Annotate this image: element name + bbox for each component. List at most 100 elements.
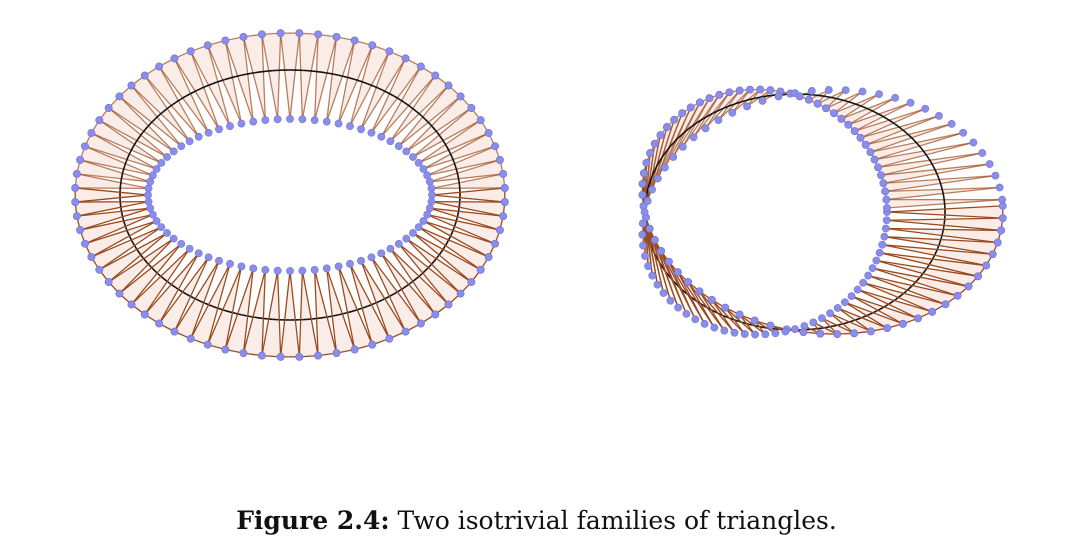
center-curve-segment — [654, 166, 658, 171]
center-curve-segment — [897, 125, 902, 130]
triangle-vertex — [807, 87, 816, 95]
triangle-face — [91, 227, 162, 270]
triangle-edge — [884, 236, 998, 244]
triangle-edge — [337, 40, 356, 124]
triangle-edge — [190, 51, 231, 127]
triangle-vertex — [882, 216, 891, 225]
triangle-vertex — [826, 309, 834, 318]
center-curve-segment — [241, 73, 247, 76]
triangle-vertex — [146, 204, 155, 213]
triangle-edge — [398, 243, 450, 305]
triangle-vertex — [377, 132, 386, 141]
center-curve-segment — [752, 97, 757, 100]
center-curve-segment — [723, 106, 728, 110]
triangle-edge — [423, 220, 489, 258]
triangle-vertex — [416, 62, 425, 71]
center-curve-segment — [908, 134, 913, 139]
triangle-face — [75, 187, 148, 203]
triangle-edge — [844, 301, 888, 329]
triangle-edge — [398, 85, 450, 147]
center-curve-segment — [931, 163, 935, 168]
triangle-vertex — [444, 300, 453, 309]
triangle-face — [371, 257, 421, 332]
center-curve-segment — [204, 84, 210, 88]
triangle-edge — [431, 194, 505, 203]
center-curve-segment — [186, 293, 191, 297]
center-curve-segment — [942, 193, 945, 197]
center-curve-segment — [129, 236, 133, 241]
center-curve-segment — [378, 87, 383, 91]
triangle-vertex — [841, 86, 850, 95]
triangle-vertex — [258, 30, 266, 39]
triangle-edge — [837, 307, 888, 329]
triangle-edge — [698, 290, 735, 334]
center-curve-segment — [163, 278, 168, 282]
center-curve-segment — [134, 245, 138, 250]
center-curve-segment — [668, 144, 672, 149]
triangle-vertex — [456, 92, 465, 101]
triangle-vertex — [761, 330, 770, 339]
triangle-vertex — [710, 323, 719, 332]
triangle-edge — [289, 270, 301, 357]
triangle-vertex — [258, 351, 266, 360]
triangle-vertex — [500, 184, 509, 192]
center-curve-segment — [691, 296, 696, 301]
triangle-vertex — [856, 133, 865, 142]
triangle-edge — [79, 207, 151, 231]
center-curve-segment — [706, 114, 711, 118]
triangle-vertex — [641, 252, 649, 260]
center-curve-segment — [879, 114, 884, 118]
triangle-vertex — [833, 330, 842, 339]
center-curve-segment — [366, 304, 372, 308]
triangle-vertex — [491, 142, 499, 151]
triangle-vertex — [127, 300, 136, 309]
center-curve-segment — [837, 98, 842, 101]
triangle-edge — [91, 132, 157, 170]
triangle-vertex — [882, 195, 891, 204]
triangle-vertex — [467, 104, 476, 112]
center-curve-segment — [457, 178, 460, 183]
triangle-edge — [370, 256, 407, 332]
triangle-edge — [423, 220, 496, 245]
triangle-vertex — [684, 278, 692, 286]
triangle-edge — [173, 256, 210, 332]
center-curve-segment — [646, 190, 649, 194]
triangle-face — [412, 233, 481, 283]
triangle-vertex — [720, 326, 729, 335]
center-curve-segment — [683, 130, 687, 134]
triangle-edge — [349, 51, 390, 127]
triangle-vertex — [988, 250, 997, 259]
triangle-vertex — [215, 125, 223, 134]
center-curve-segment — [924, 152, 928, 157]
triangle-vertex — [144, 184, 153, 193]
triangle-vertex — [104, 104, 113, 112]
triangle-vertex — [881, 187, 890, 196]
center-curve-segment — [935, 172, 939, 176]
center-curve-segment — [212, 305, 218, 309]
center-curve-segment — [121, 172, 124, 176]
triangle-face — [84, 220, 157, 257]
triangle-edge — [398, 95, 461, 147]
center-curve-segment — [680, 132, 685, 136]
triangle-vertex — [144, 191, 152, 199]
triangle-edge — [79, 159, 151, 183]
center-curve-segment — [759, 325, 764, 329]
mobius-triangle-family — [638, 85, 1007, 339]
triangle-edge — [314, 34, 319, 121]
center-curve-segment — [245, 72, 251, 76]
triangle-vertex — [853, 285, 862, 294]
triangle-face — [350, 45, 390, 127]
center-curve-segment — [172, 101, 177, 105]
triangle-vertex — [194, 249, 203, 258]
center-curve-segment — [818, 327, 823, 330]
triangle-vertex — [673, 268, 682, 277]
center-curve-segment — [342, 312, 347, 315]
center-curve-segment — [172, 285, 177, 289]
center-curve-segment — [666, 147, 670, 151]
triangle-edge — [360, 260, 390, 339]
triangle-edge — [158, 66, 200, 138]
triangle-edge — [872, 267, 969, 288]
center-curve-segment — [120, 175, 123, 179]
triangle-face — [131, 75, 190, 142]
triangle-vertex — [104, 278, 113, 286]
